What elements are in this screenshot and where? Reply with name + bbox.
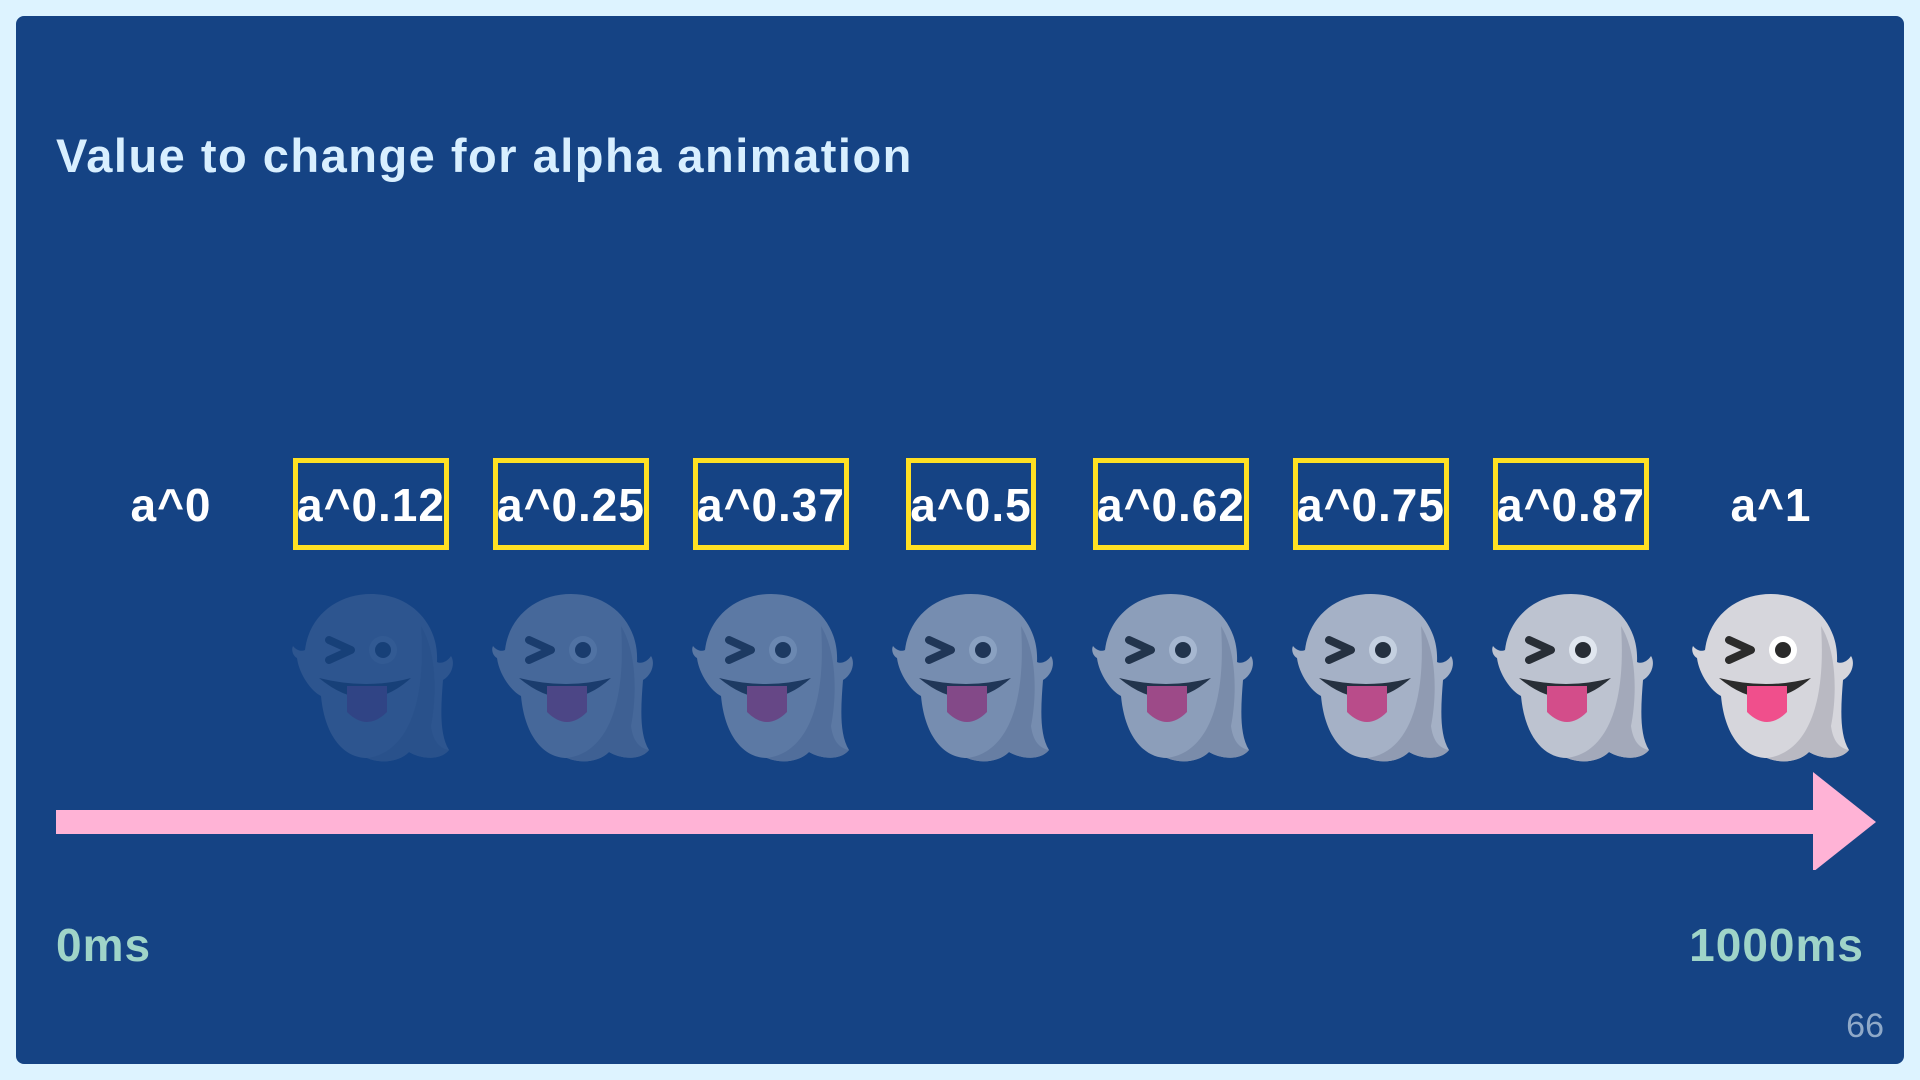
- step-label: a^0: [130, 479, 212, 531]
- ghost-icon: [492, 594, 653, 762]
- ghost-icon: [1692, 594, 1853, 762]
- step-label: a^0.62: [1097, 479, 1245, 531]
- timeline-arrow-shaft: [56, 810, 1816, 834]
- ghost-icon: [692, 594, 853, 762]
- ghost-icon: [1292, 594, 1453, 762]
- timeline-arrow-head: [1813, 772, 1876, 870]
- step-label: a^0.37: [697, 479, 845, 531]
- ghost-icon: [892, 594, 1053, 762]
- slide: Value to change for alpha animation a^0 …: [16, 16, 1904, 1064]
- ghost-icon: [1092, 594, 1253, 762]
- timeline-arrow: [56, 772, 1876, 870]
- highlight-box: [293, 458, 449, 550]
- step-label: a^0.12: [297, 479, 445, 531]
- highlight-box: [1093, 458, 1249, 550]
- ghost-icon: [1492, 594, 1653, 762]
- step-label: a^0.87: [1497, 479, 1645, 531]
- slide-title: Value to change for alpha animation: [56, 129, 913, 182]
- step-label: a^0.25: [497, 479, 645, 531]
- step-label: a^0.5: [910, 479, 1032, 531]
- step-label: a^1: [1730, 479, 1812, 531]
- highlight-box: [1293, 458, 1449, 550]
- timeline-end-label: 1000ms: [1689, 919, 1864, 971]
- timeline-start-label: 0ms: [56, 919, 152, 971]
- page-number: 66: [1846, 1007, 1884, 1045]
- highlight-box: [906, 458, 1036, 550]
- highlight-box: [693, 458, 849, 550]
- highlight-box: [493, 458, 649, 550]
- highlight-box: [1493, 458, 1649, 550]
- step-label: a^0.75: [1297, 479, 1445, 531]
- ghost-icon: [292, 594, 453, 762]
